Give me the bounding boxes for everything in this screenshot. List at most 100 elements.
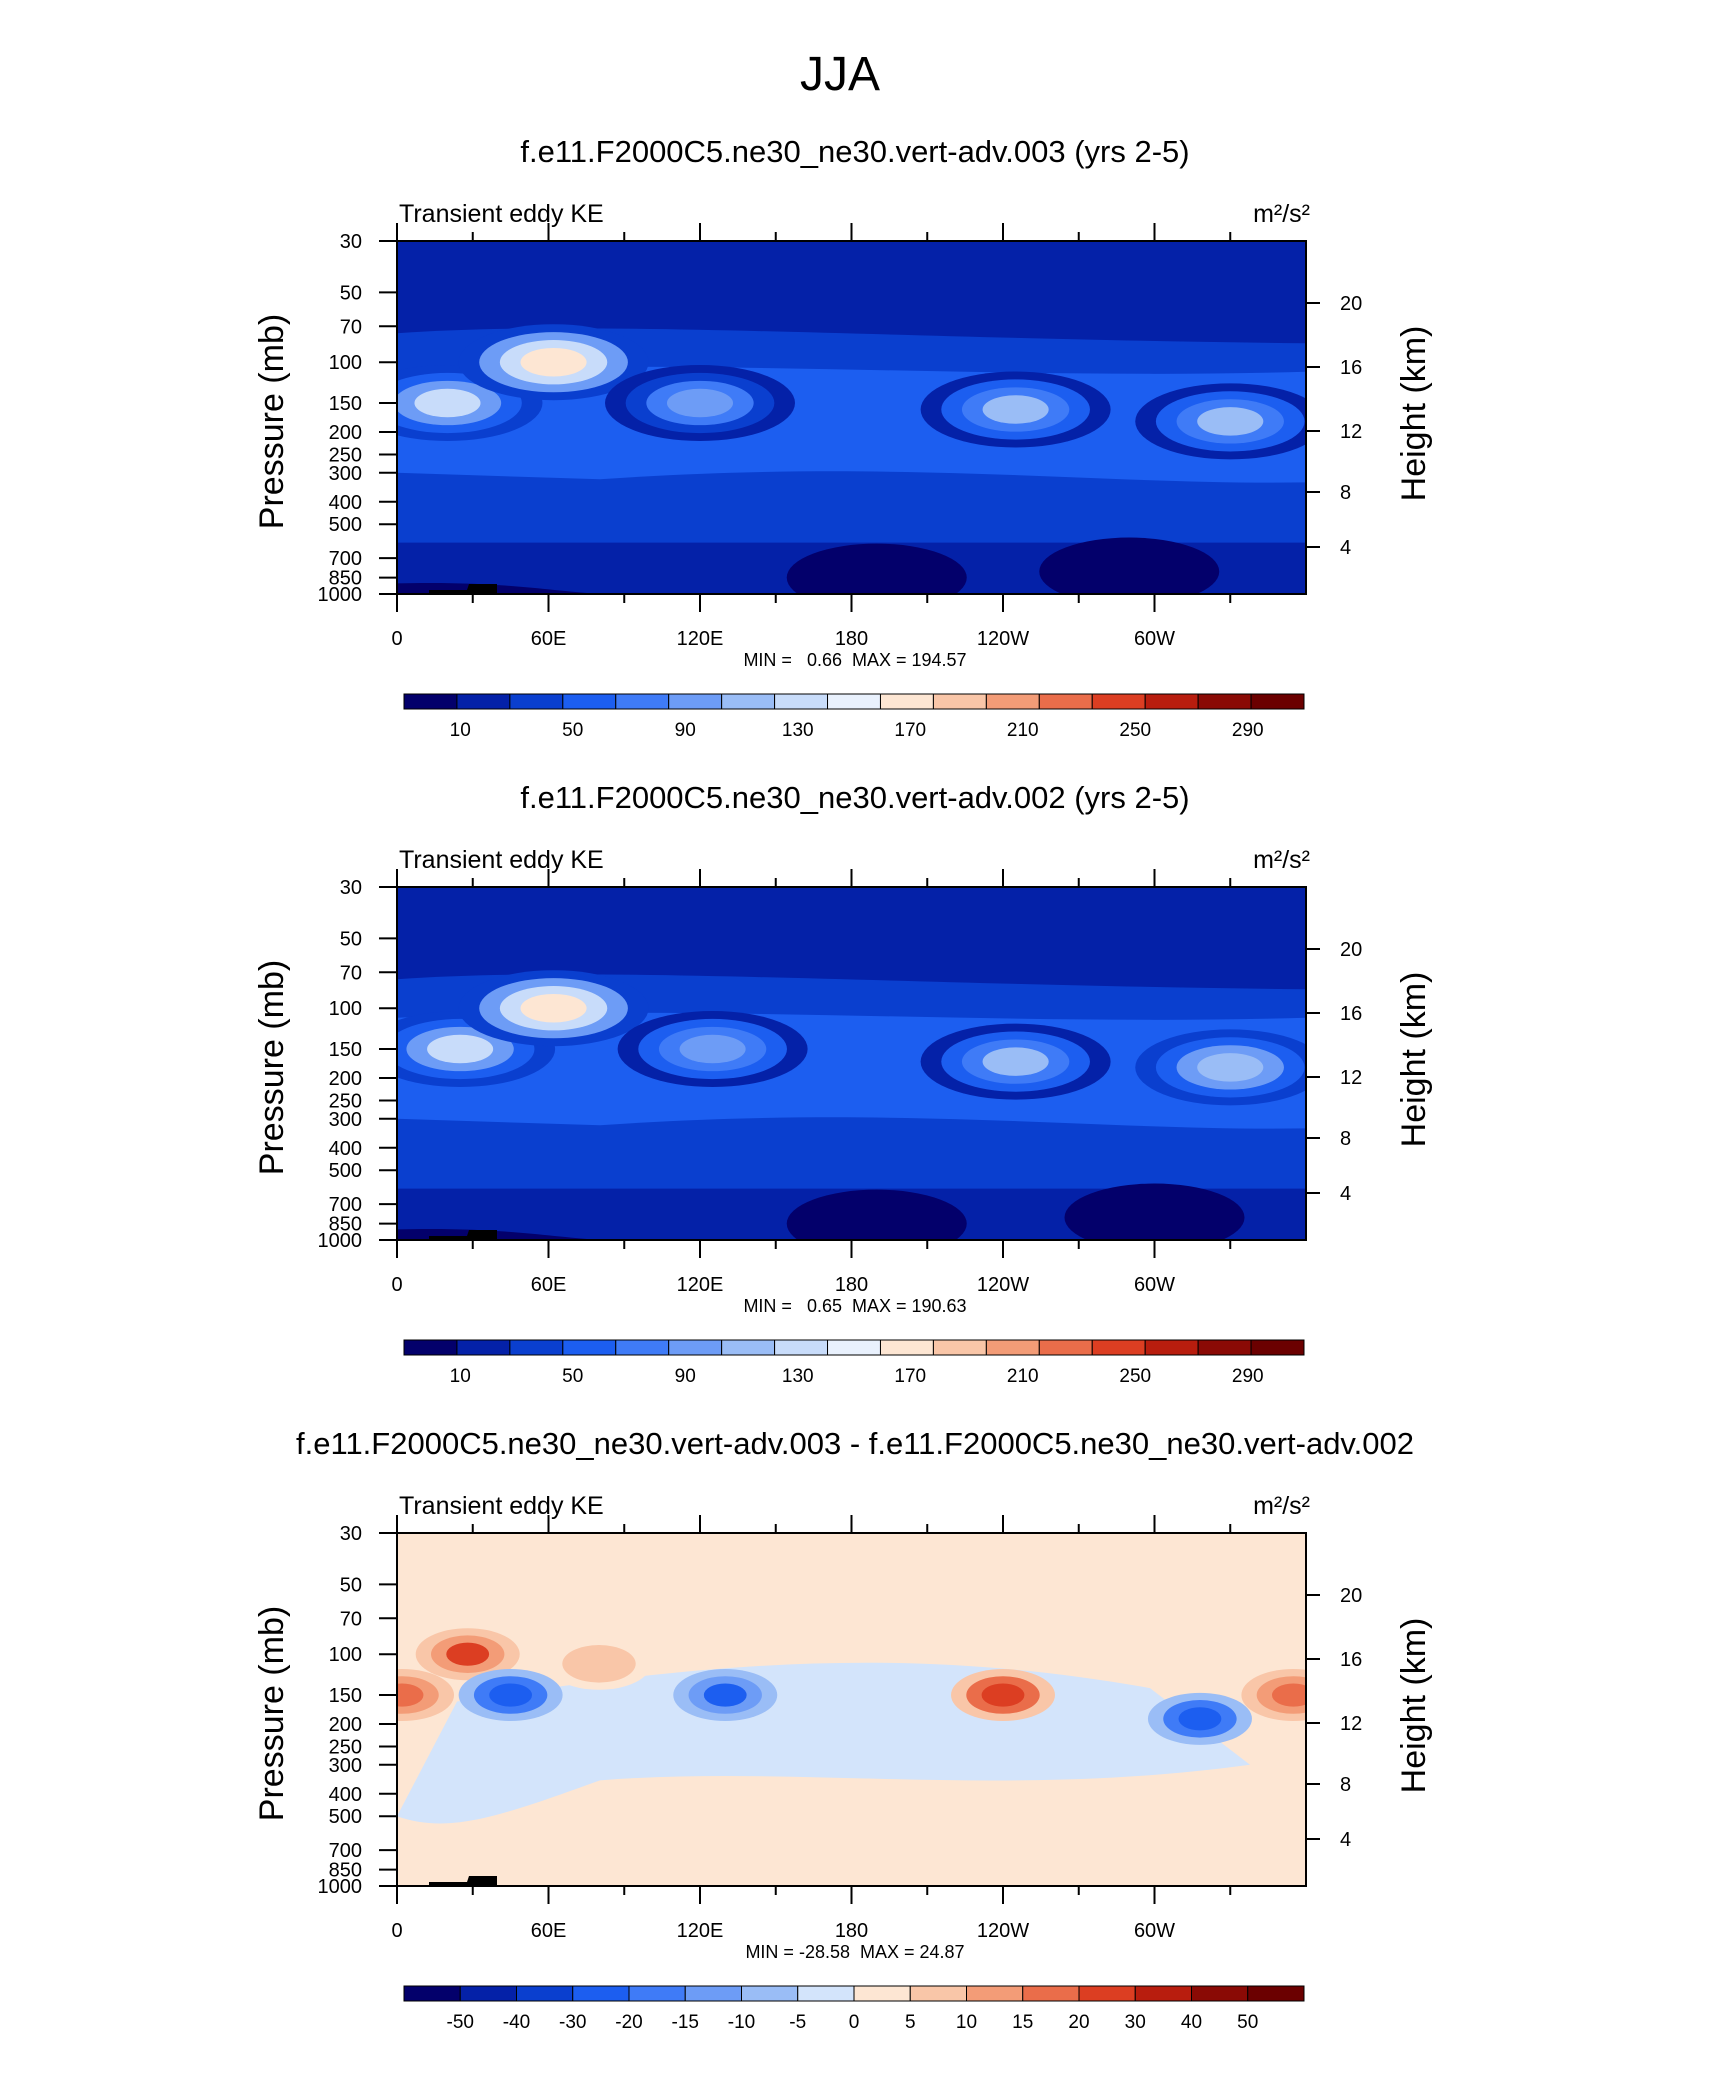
colorbar-swatch	[615, 1339, 670, 1356]
colorbar-swatch	[1250, 1339, 1305, 1356]
colorbar-swatch	[403, 1985, 461, 2002]
colorbar-swatch	[615, 693, 670, 710]
y-tick-label: 150	[329, 1685, 362, 1707]
colorbar-swatch	[966, 1985, 1024, 2002]
field-feature-2	[666, 388, 734, 418]
y-tick-label: 700	[329, 1840, 362, 1862]
field-feature-5	[1178, 1707, 1222, 1731]
y-tick-label: 500	[329, 1806, 362, 1828]
y-tick-label: 1000	[318, 1230, 363, 1252]
colorbar-swatch	[741, 1985, 799, 2002]
x-tick-label: 0	[391, 1920, 402, 1942]
colorbar-label: 250	[1119, 720, 1151, 741]
colorbar-swatch	[1144, 693, 1199, 710]
y-axis-title: Pressure (mb)	[253, 314, 291, 529]
colorbar: 10 50 90 130 170 210 250 290	[403, 693, 1305, 741]
y-tick-label: 50	[340, 282, 362, 304]
colorbar-label: 50	[562, 1366, 583, 1387]
colorbar-swatch	[1022, 1985, 1080, 2002]
y-axis-right-title: Height (km)	[1395, 972, 1433, 1148]
colorbar-swatch	[509, 1339, 564, 1356]
x-tick-label: 60E	[531, 1274, 567, 1296]
colorbar-label: 130	[782, 720, 814, 741]
y-tick-label: 30	[340, 231, 362, 253]
topography	[429, 1230, 497, 1240]
x-tick-label: 60E	[531, 1920, 567, 1942]
y-tick-label: 200	[329, 1714, 362, 1736]
colorbar-swatch	[721, 1339, 776, 1356]
colorbar-swatch	[827, 693, 881, 710]
colorbar-swatch	[562, 693, 617, 710]
x-tick-label: 180	[835, 628, 868, 650]
panel-title: f.e11.F2000C5.ne30_ne30.vert-adv.002 (yr…	[520, 780, 1189, 815]
y-tick-label: 850	[329, 1214, 362, 1236]
colorbar-swatch	[932, 693, 987, 710]
colorbar-swatch	[1250, 693, 1305, 710]
field-feature-4	[1197, 407, 1264, 436]
colorbar-swatch	[1197, 1339, 1252, 1356]
colorbar-swatch	[1091, 693, 1146, 710]
colorbar-swatch	[403, 693, 458, 710]
colorbar-swatch	[456, 1339, 511, 1356]
units-label: m²/s²	[1253, 200, 1310, 228]
units-label: m²/s²	[1253, 1492, 1310, 1520]
y-tick-label: 400	[329, 492, 362, 514]
y-axis-title: Pressure (mb)	[253, 1606, 291, 1821]
colorbar-label: -20	[615, 2012, 642, 2033]
colorbar-swatch	[932, 1339, 987, 1356]
height-tick-label: 4	[1340, 1183, 1351, 1205]
y-tick-label: 150	[329, 393, 362, 415]
colorbar-label: 210	[1007, 1366, 1039, 1387]
topography	[429, 1876, 497, 1886]
field-feature-5	[786, 1189, 967, 1240]
y-tick-label: 70	[340, 316, 362, 338]
height-tick-label: 20	[1340, 293, 1362, 315]
colorbar-swatch	[668, 693, 723, 710]
y-tick-label: 850	[329, 568, 362, 590]
y-tick-label: 250	[329, 1090, 362, 1112]
y-tick-label: 30	[340, 1523, 362, 1545]
height-tick-label: 4	[1340, 537, 1351, 559]
colorbar-label: 290	[1232, 1366, 1264, 1387]
y-tick-label: 500	[329, 514, 362, 536]
y-tick-label: 200	[329, 422, 362, 444]
field-feature-3	[982, 1047, 1049, 1076]
colorbar-swatch	[985, 693, 1040, 710]
panel-title: f.e11.F2000C5.ne30_ne30.vert-adv.003 (yr…	[520, 134, 1189, 169]
colorbar-swatch	[879, 1339, 934, 1356]
colorbar-label: 10	[450, 720, 471, 741]
colorbar-label: 15	[1012, 2012, 1033, 2033]
field-feature-4	[981, 1683, 1025, 1707]
x-tick-label: 60W	[1134, 1274, 1175, 1296]
colorbar-swatch	[628, 1985, 686, 2002]
y-tick-label: 700	[329, 1194, 362, 1216]
colorbar-swatch	[721, 693, 776, 710]
colorbar-swatch	[459, 1985, 517, 2002]
colorbar-label: 170	[894, 1366, 926, 1387]
colorbar-swatch	[1247, 1985, 1305, 2002]
field-feature-3	[982, 395, 1049, 424]
colorbar-label: -10	[728, 2012, 755, 2033]
colorbar-label: 50	[562, 720, 583, 741]
height-tick-label: 4	[1340, 1829, 1351, 1851]
field-contours	[397, 887, 1306, 1240]
x-tick-label: 120W	[977, 628, 1029, 650]
colorbar-label: -50	[447, 2012, 474, 2033]
field-feature-4	[1197, 1053, 1264, 1082]
field-feature-1	[520, 993, 587, 1023]
field-label: Transient eddy KE	[399, 846, 604, 874]
y-tick-label: 1000	[318, 584, 363, 606]
colorbar-swatch	[1078, 1985, 1136, 2002]
height-tick-label: 20	[1340, 939, 1362, 961]
colorbar-label: -30	[559, 2012, 586, 2033]
field-feature-6	[1064, 1183, 1245, 1240]
field-label: Transient eddy KE	[399, 1492, 604, 1520]
field-feature-0	[427, 1034, 494, 1064]
colorbar-label: 10	[956, 2012, 977, 2033]
colorbar-swatch	[1038, 693, 1093, 710]
colorbar-swatch	[797, 1985, 855, 2002]
y-tick-label: 30	[340, 877, 362, 899]
y-tick-label: 100	[329, 1644, 362, 1666]
min-max-stats: MIN = -28.58 MAX = 24.87	[745, 1942, 964, 1962]
